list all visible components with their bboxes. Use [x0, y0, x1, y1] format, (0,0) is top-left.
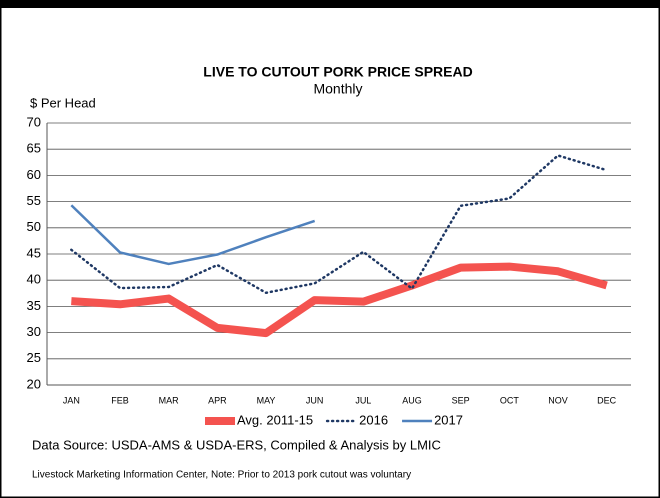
x-tick-label: FEB	[111, 395, 129, 405]
series-line	[70, 154, 608, 295]
x-tick-label: APR	[208, 395, 227, 405]
y-tick-label: 65	[27, 141, 41, 156]
legend-label: 2017	[434, 412, 463, 427]
y-tick-label: 60	[27, 167, 41, 182]
x-tick-label: MAY	[257, 395, 276, 405]
top-bar	[0, 0, 660, 8]
y-axis-label: $ Per Head	[30, 95, 96, 110]
y-tick-label: 25	[27, 350, 41, 365]
y-tick-label: 70	[27, 114, 41, 129]
x-tick-label: JUL	[355, 395, 371, 405]
footnote: Livestock Marketing Information Center, …	[32, 470, 411, 481]
x-tick-label: NOV	[548, 395, 568, 405]
x-tick-label: SEP	[452, 395, 470, 405]
y-tick-label: 35	[27, 298, 41, 313]
y-tick-label: 50	[27, 219, 41, 234]
x-tick-label: JUN	[306, 395, 324, 405]
y-tick-label: 30	[27, 324, 41, 339]
x-tick-label: MAR	[159, 395, 180, 405]
x-tick-label: OCT	[500, 395, 520, 405]
chart-title: LIVE TO CUTOUT PORK PRICE SPREAD	[203, 64, 472, 80]
y-tick-label: 20	[27, 376, 41, 391]
x-tick-label: AUG	[402, 395, 422, 405]
y-tick-label: 55	[27, 193, 41, 208]
legend-label: 2016	[359, 412, 388, 427]
x-tick-label: JAN	[63, 395, 80, 405]
y-tick-label: 45	[27, 245, 41, 260]
chart-subtitle: Monthly	[313, 81, 362, 97]
series-line	[70, 204, 316, 266]
series-line	[71, 262, 608, 338]
y-tick-label: 40	[27, 272, 41, 287]
legend-label: Avg. 2011-15	[237, 412, 313, 427]
x-tick-label: DEC	[597, 395, 617, 405]
source-note: Data Source: USDA-AMS & USDA-ERS, Compil…	[32, 437, 441, 452]
